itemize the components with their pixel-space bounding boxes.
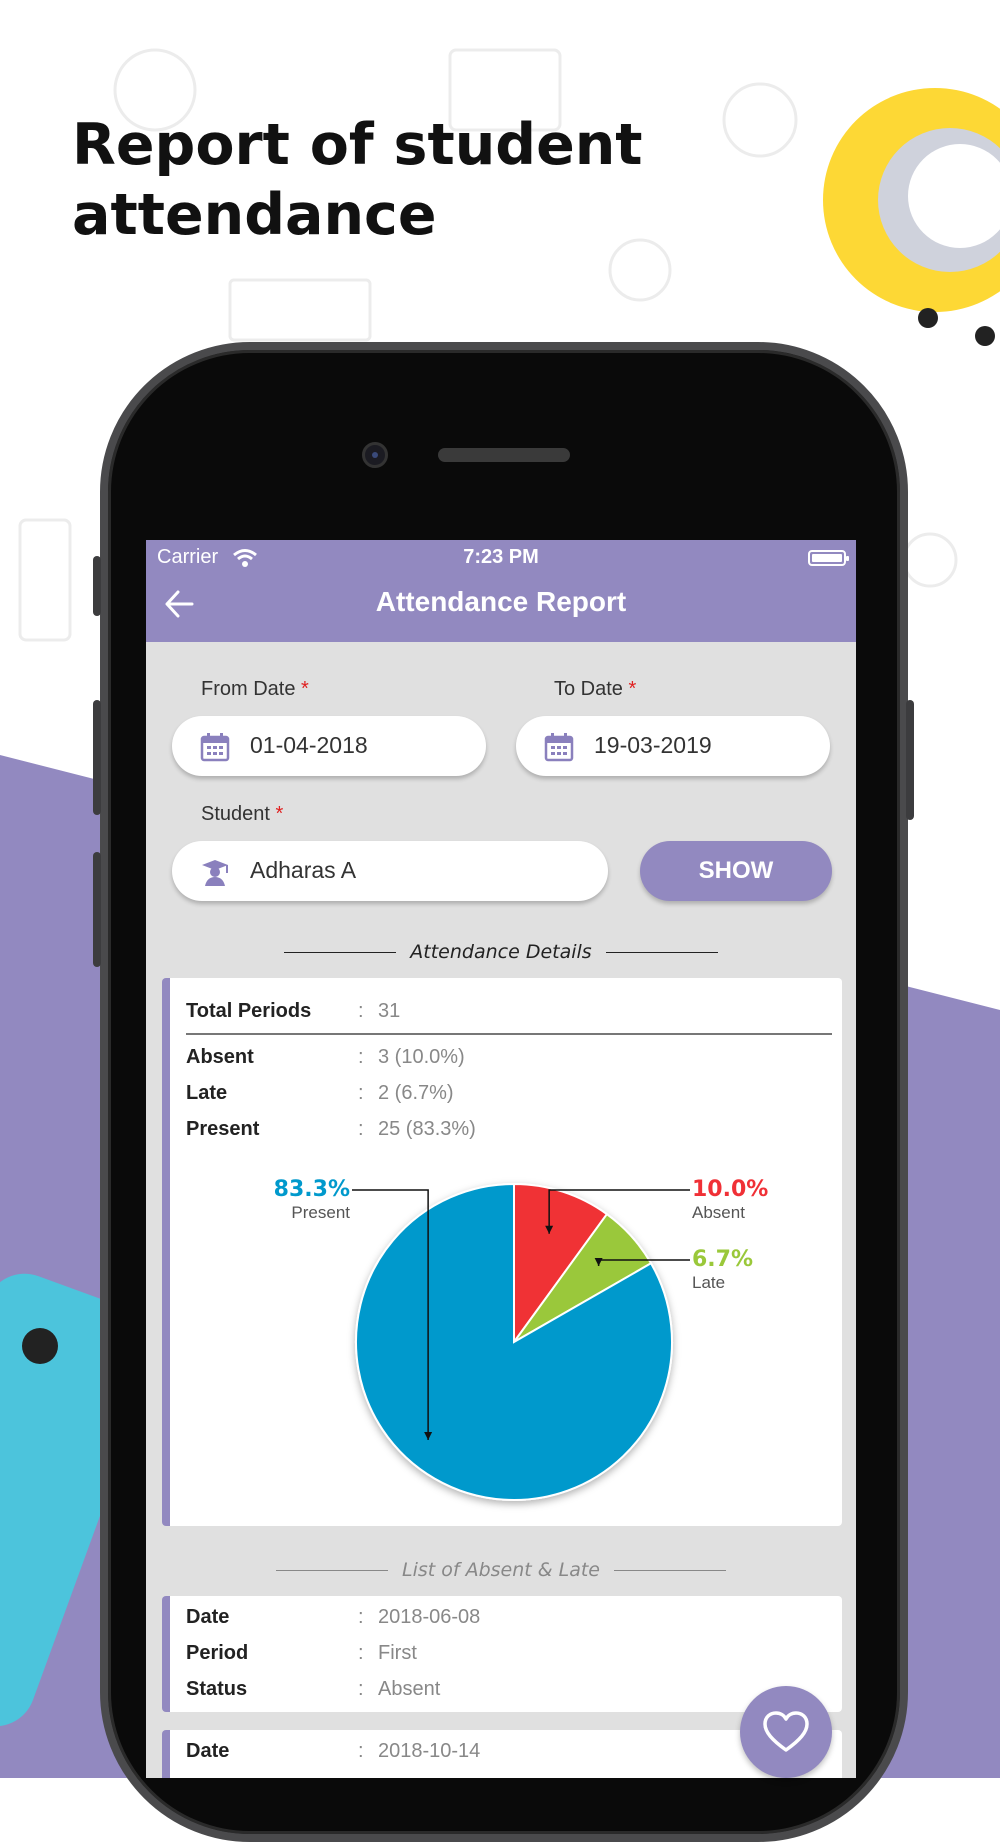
pie-name-label-late: Late — [692, 1273, 725, 1292]
graduate-icon — [202, 860, 228, 886]
student-value: Adharas A — [250, 857, 357, 883]
period-value: First — [378, 1642, 417, 1664]
list-item: Date : 2018-10-14 — [162, 1730, 842, 1778]
divider-line — [614, 1570, 726, 1571]
separator: : — [358, 1046, 364, 1068]
date-label: Date — [186, 1606, 230, 1628]
headline-line-2: attendance — [72, 182, 437, 248]
absent-value: 3 (10.0%) — [378, 1046, 465, 1068]
battery-icon — [808, 550, 849, 566]
divider-line — [275, 1570, 388, 1571]
pie-name-label-present: Present — [291, 1203, 350, 1222]
divider-line — [605, 952, 718, 953]
present-label: Present — [186, 1118, 260, 1140]
absent-late-list-title: List of Absent & Late — [401, 1559, 600, 1581]
headline-line-1: Report of student — [72, 112, 643, 178]
wifi-icon — [233, 549, 257, 567]
period-label: Period — [186, 1642, 249, 1664]
to-date-field[interactable]: 19-03-2019 — [516, 716, 830, 776]
page-headline: Report of student attendance — [72, 110, 712, 250]
to-date-label-text: To Date — [554, 678, 623, 700]
student-label: Student * — [201, 803, 283, 826]
status-carrier: Carrier — [157, 546, 219, 568]
required-mark: * — [628, 678, 637, 700]
phone-camera — [362, 442, 388, 468]
student-select[interactable]: Adharas A — [172, 841, 608, 901]
pie-slices — [355, 1182, 673, 1501]
heart-icon — [763, 1711, 809, 1752]
phone-speaker — [438, 448, 570, 462]
pie-slice-absent — [513, 1182, 609, 1346]
separator: : — [358, 1082, 364, 1104]
details-divider — [186, 1033, 832, 1035]
attendance-pie-chart: 10.0%Absent 6.7%Late 83.3%Present — [274, 1177, 768, 1501]
to-date-value: 19-03-2019 — [594, 732, 712, 758]
attendance-details-card: Total Periods : 31 Absent : 3 (10.0%) La… — [162, 978, 842, 1526]
pie-slice-present — [355, 1182, 673, 1501]
calendar-icon — [200, 733, 230, 762]
pie-leader-line-present — [352, 1189, 429, 1440]
total-periods-value: 31 — [378, 1000, 401, 1022]
date-value: 2018-06-08 — [378, 1606, 481, 1628]
required-mark: * — [275, 803, 284, 825]
date-value: 2018-10-14 — [378, 1740, 481, 1762]
from-date-label-text: From Date — [201, 678, 296, 700]
pie-leader-arrow-present — [424, 1431, 433, 1440]
list-item: Date : 2018-06-08 Period : First Status … — [162, 1596, 842, 1712]
pie-percent-label-absent: 10.0% — [692, 1177, 768, 1202]
page-title: Attendance Report — [375, 586, 627, 617]
phone-power-button — [906, 700, 914, 820]
pie-labels: 10.0%Absent 6.7%Late 83.3%Present — [274, 1177, 768, 1440]
calendar-icon — [544, 733, 574, 762]
absent-label: Absent — [186, 1046, 254, 1068]
from-date-value: 01-04-2018 — [250, 732, 368, 758]
separator: : — [358, 1740, 364, 1762]
pie-name-label-absent: Absent — [692, 1203, 745, 1222]
pie-percent-label-present: 83.3% — [274, 1177, 350, 1202]
attendance-details-title: Attendance Details — [410, 941, 592, 963]
phone-volume-up — [93, 700, 101, 815]
present-value: 25 (83.3%) — [378, 1118, 476, 1140]
to-date-label: To Date * — [554, 678, 636, 701]
phone-silent-switch — [93, 556, 101, 616]
separator: : — [358, 1678, 364, 1700]
separator: : — [358, 1000, 364, 1022]
separator: : — [358, 1118, 364, 1140]
from-date-field[interactable]: 01-04-2018 — [172, 716, 486, 776]
total-periods-label: Total Periods — [186, 1000, 312, 1022]
status-value: Absent — [378, 1678, 441, 1700]
late-label: Late — [186, 1082, 228, 1104]
absent-late-list-header: List of Absent & Late — [146, 1559, 856, 1581]
status-time: 7:23 PM — [463, 546, 539, 568]
arrow-left-icon[interactable] — [164, 590, 194, 618]
from-date-label: From Date * — [201, 678, 309, 701]
student-label-text: Student — [201, 803, 270, 825]
favorite-button[interactable] — [740, 1686, 832, 1778]
required-mark: * — [301, 678, 309, 700]
pie-leader-line-absent — [548, 1189, 690, 1234]
pie-leader-arrow-late — [594, 1257, 603, 1266]
pie-leader-arrow-absent — [545, 1225, 554, 1234]
date-label: Date — [186, 1740, 230, 1762]
show-button[interactable]: SHOW — [640, 841, 832, 901]
separator: : — [358, 1606, 364, 1628]
divider-line — [284, 952, 397, 953]
status-label: Status — [186, 1678, 248, 1700]
phone-volume-down — [93, 852, 101, 967]
late-value: 2 (6.7%) — [378, 1082, 454, 1104]
pie-percent-label-late: 6.7% — [692, 1247, 753, 1272]
app-screen: Carrier 7:23 PM Attendance Report From D… — [146, 540, 856, 1778]
top-bar: Carrier 7:23 PM Attendance Report — [146, 540, 856, 642]
separator: : — [358, 1642, 364, 1664]
attendance-details-header: Attendance Details — [146, 941, 856, 963]
